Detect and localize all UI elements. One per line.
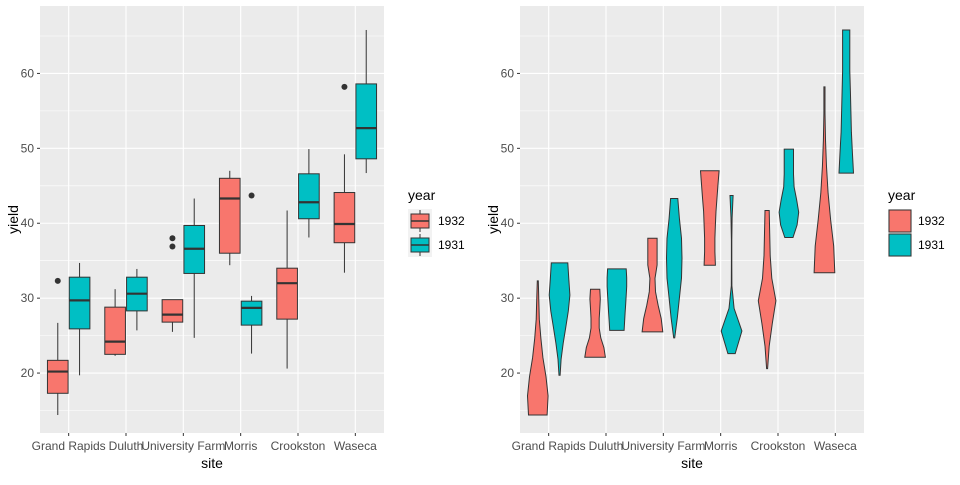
violin — [526, 280, 549, 416]
plot-background — [520, 6, 864, 433]
x-tick-label: Crookston — [751, 439, 806, 453]
y-tick-label: 20 — [501, 366, 515, 380]
violin — [757, 210, 777, 370]
box — [161, 299, 184, 323]
x-tick-label: Duluth — [109, 439, 144, 453]
y-tick-label: 50 — [501, 141, 515, 155]
legend-label: 1932 — [918, 214, 945, 228]
box — [46, 359, 69, 394]
box — [68, 276, 91, 330]
x-tick-label: Grand Rapids — [32, 439, 106, 453]
violin — [778, 148, 800, 238]
y-tick-label: 30 — [21, 291, 35, 305]
box — [298, 173, 320, 220]
x-tick-label: Crookston — [271, 439, 326, 453]
violin — [838, 29, 855, 174]
outlier-point — [169, 235, 176, 242]
violin — [584, 288, 606, 358]
legend-key-swatch — [888, 233, 912, 257]
outlier-point — [54, 277, 61, 284]
legend-key-swatch — [888, 209, 912, 233]
x-tick-label: Morris — [224, 439, 257, 453]
x-tick-label: Waseca — [814, 439, 857, 453]
x-tick-label: Grand Rapids — [512, 439, 586, 453]
y-tick-label: 60 — [501, 66, 515, 80]
legend-title: year — [408, 187, 436, 203]
x-tick-label: University Farm — [621, 439, 705, 453]
outlier-point — [169, 243, 176, 250]
plot-background — [40, 6, 384, 433]
box — [104, 306, 126, 355]
violin — [813, 86, 836, 274]
box — [355, 83, 378, 160]
x-tick-label: Duluth — [589, 439, 624, 453]
violin — [641, 237, 664, 333]
y-tick-label: 20 — [21, 366, 35, 380]
box — [240, 300, 263, 326]
box — [276, 267, 298, 320]
x-axis-title: site — [681, 455, 703, 471]
violin — [665, 198, 683, 339]
legend-title: year — [888, 187, 916, 203]
y-tick-label: 50 — [21, 141, 35, 155]
y-tick-label: 40 — [21, 216, 35, 230]
y-tick-label: 60 — [21, 66, 35, 80]
x-tick-label: Waseca — [334, 439, 377, 453]
box — [218, 177, 241, 254]
x-tick-label: Morris — [704, 439, 737, 453]
outlier-point — [341, 83, 348, 90]
x-axis-title: site — [201, 455, 223, 471]
violin — [548, 262, 571, 376]
outlier-point — [248, 192, 255, 199]
y-tick-label: 40 — [501, 216, 515, 230]
y-axis-title: yield — [5, 205, 21, 234]
y-tick-label: 30 — [501, 291, 515, 305]
legend-label: 1931 — [918, 238, 945, 252]
box — [333, 192, 356, 244]
legend-label: 1932 — [438, 214, 465, 228]
violin — [720, 195, 743, 355]
y-axis-title: yield — [485, 205, 501, 234]
violin — [606, 268, 628, 331]
violin — [699, 170, 720, 266]
x-tick-label: University Farm — [141, 439, 225, 453]
legend-label: 1931 — [438, 238, 465, 252]
